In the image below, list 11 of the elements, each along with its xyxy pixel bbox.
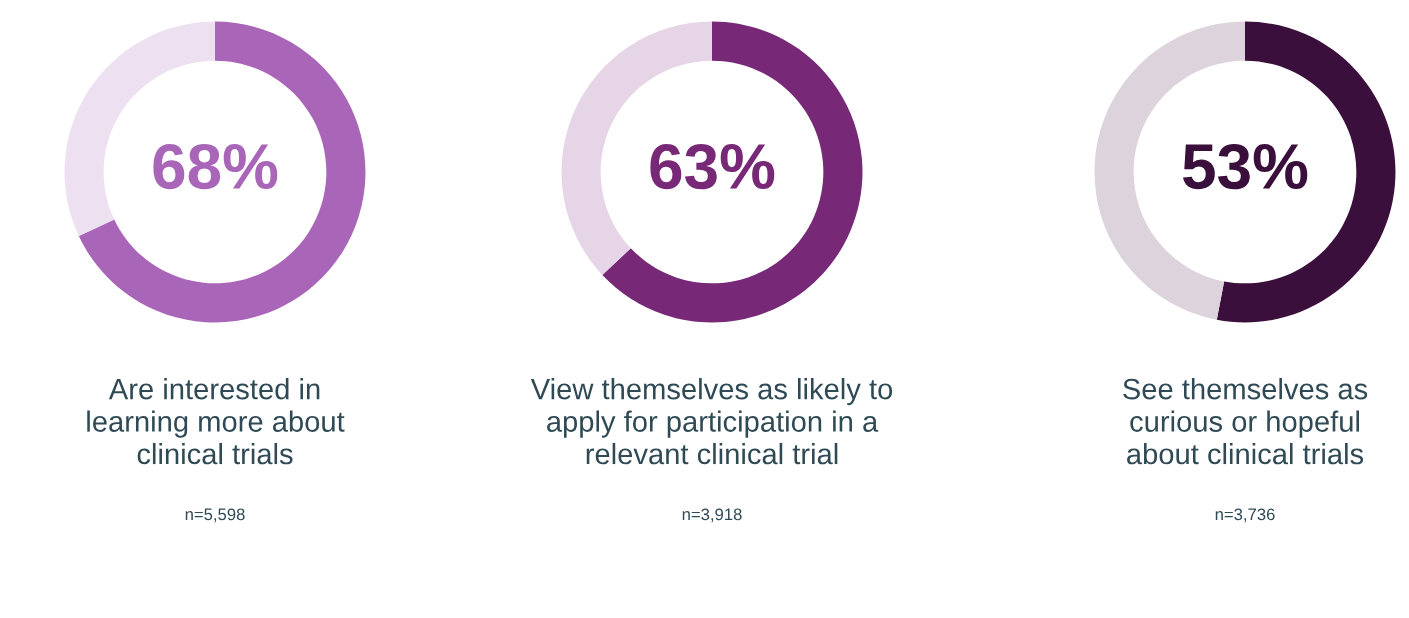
text: n=3,918: [682, 508, 742, 523]
donut-slice: [78, 21, 366, 323]
donut-slice: [602, 21, 863, 323]
text: See themselves as curious or hopeful about clinical trials: [1123, 378, 1368, 465]
data-label: 63%: [650, 143, 775, 190]
data-label: 68%: [153, 143, 278, 190]
text: n=5,598: [185, 508, 245, 523]
data-label: 53%: [1183, 143, 1308, 190]
text: View themselves as likely to apply for participation in a relevant clinical trial: [530, 378, 893, 465]
text: Are interested in learning more about clinical trials: [87, 378, 345, 465]
text: n=3,736: [1215, 508, 1275, 523]
